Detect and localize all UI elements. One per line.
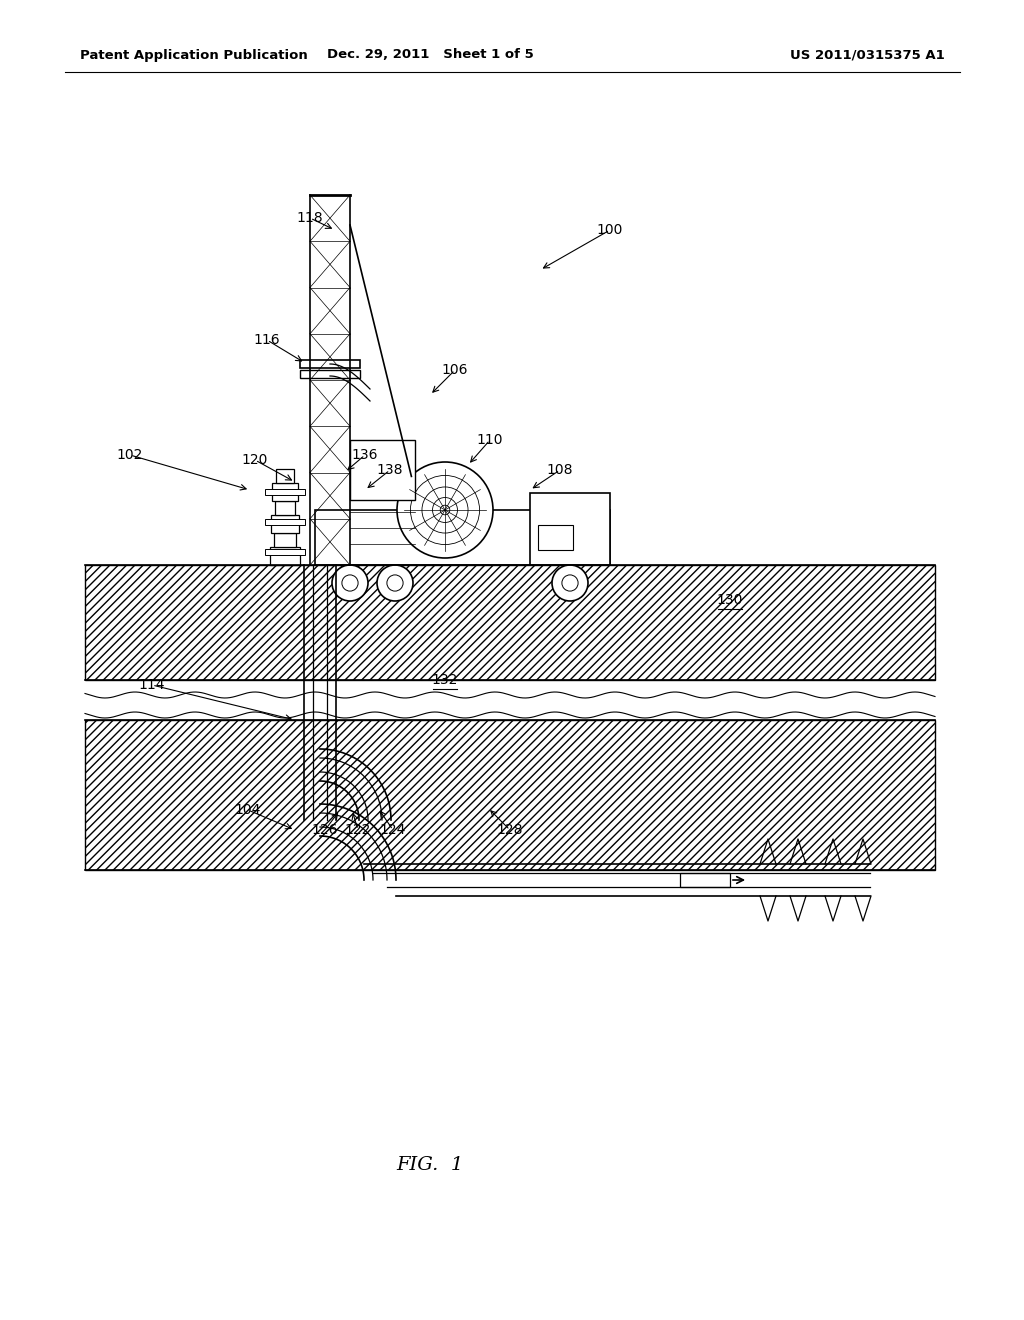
Bar	[275, 502, 295, 515]
Bar	[350, 440, 415, 500]
Text: FIG.  1: FIG. 1	[396, 1156, 464, 1173]
Text: 136: 136	[352, 447, 378, 462]
Bar	[271, 515, 299, 533]
Bar	[270, 546, 300, 565]
Text: US 2011/0315375 A1: US 2011/0315375 A1	[790, 49, 945, 62]
Circle shape	[377, 565, 413, 601]
Text: 128: 128	[497, 822, 523, 837]
Circle shape	[422, 487, 468, 533]
Circle shape	[397, 462, 493, 558]
Bar	[315, 510, 610, 565]
Circle shape	[332, 565, 368, 601]
Bar	[265, 488, 305, 495]
Text: 104: 104	[234, 803, 261, 817]
Text: 116: 116	[254, 333, 281, 347]
Text: 126: 126	[311, 822, 338, 837]
Text: 120: 120	[242, 453, 268, 467]
Circle shape	[432, 498, 458, 523]
Text: 122: 122	[345, 822, 371, 837]
Text: 102: 102	[117, 447, 143, 462]
Circle shape	[552, 565, 588, 601]
Text: 118: 118	[297, 211, 324, 224]
Circle shape	[411, 475, 479, 545]
Text: Dec. 29, 2011   Sheet 1 of 5: Dec. 29, 2011 Sheet 1 of 5	[327, 49, 534, 62]
Text: 132: 132	[432, 673, 458, 686]
Text: 108: 108	[547, 463, 573, 477]
Text: 110: 110	[477, 433, 503, 447]
Bar	[276, 469, 294, 483]
Text: 100: 100	[597, 223, 624, 238]
Circle shape	[342, 576, 358, 591]
Bar	[272, 483, 298, 502]
Text: 114: 114	[138, 678, 165, 692]
Bar	[85, 565, 935, 680]
Bar	[274, 533, 296, 546]
Text: 124: 124	[380, 822, 407, 837]
Text: Patent Application Publication: Patent Application Publication	[80, 49, 308, 62]
Bar	[530, 492, 610, 565]
Bar	[85, 719, 935, 870]
Bar	[538, 525, 573, 550]
Text: 106: 106	[441, 363, 468, 378]
Bar	[300, 360, 360, 368]
Text: 130: 130	[717, 593, 743, 607]
Circle shape	[387, 576, 403, 591]
Bar	[265, 519, 305, 525]
Circle shape	[562, 576, 579, 591]
Circle shape	[440, 506, 450, 515]
Bar	[265, 549, 305, 554]
Text: 138: 138	[377, 463, 403, 477]
Bar	[680, 873, 730, 887]
Bar	[300, 370, 360, 378]
